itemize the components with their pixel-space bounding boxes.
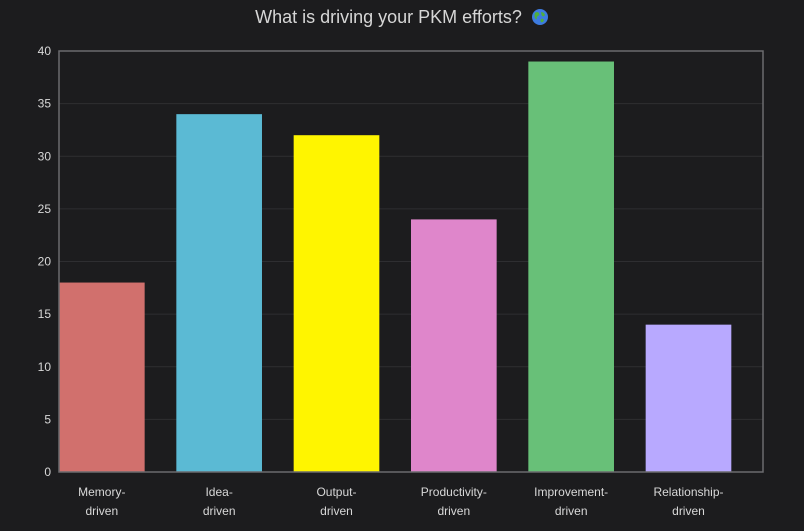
globe-icon <box>531 8 549 26</box>
y-tick-label: 15 <box>38 307 52 321</box>
y-tick-label: 30 <box>38 149 52 163</box>
bar <box>645 324 732 472</box>
bar <box>528 61 614 473</box>
y-tick-label: 35 <box>38 97 52 111</box>
x-tick-label: Idea-driven <box>203 485 236 518</box>
y-tick-label: 5 <box>44 412 51 426</box>
chart-title: What is driving your PKM efforts? <box>0 6 804 28</box>
x-tick-label: Memory-driven <box>78 485 125 518</box>
chart-title-text: What is driving your PKM efforts? <box>255 7 522 27</box>
y-tick-label: 20 <box>38 255 52 269</box>
x-tick-label: Relationship-driven <box>653 485 723 518</box>
x-tick-label: Improvement-driven <box>534 485 608 518</box>
y-tick-label: 40 <box>38 44 52 58</box>
bar <box>59 282 145 472</box>
bar <box>411 219 497 472</box>
x-tick-label: Productivity-driven <box>421 485 487 518</box>
y-tick-label: 25 <box>38 202 52 216</box>
y-tick-label: 10 <box>38 360 52 374</box>
bar <box>293 135 380 472</box>
plot-frame <box>58 50 764 473</box>
bar <box>176 114 262 473</box>
x-tick-label: Output-driven <box>316 485 356 518</box>
y-tick-label: 0 <box>44 465 51 479</box>
